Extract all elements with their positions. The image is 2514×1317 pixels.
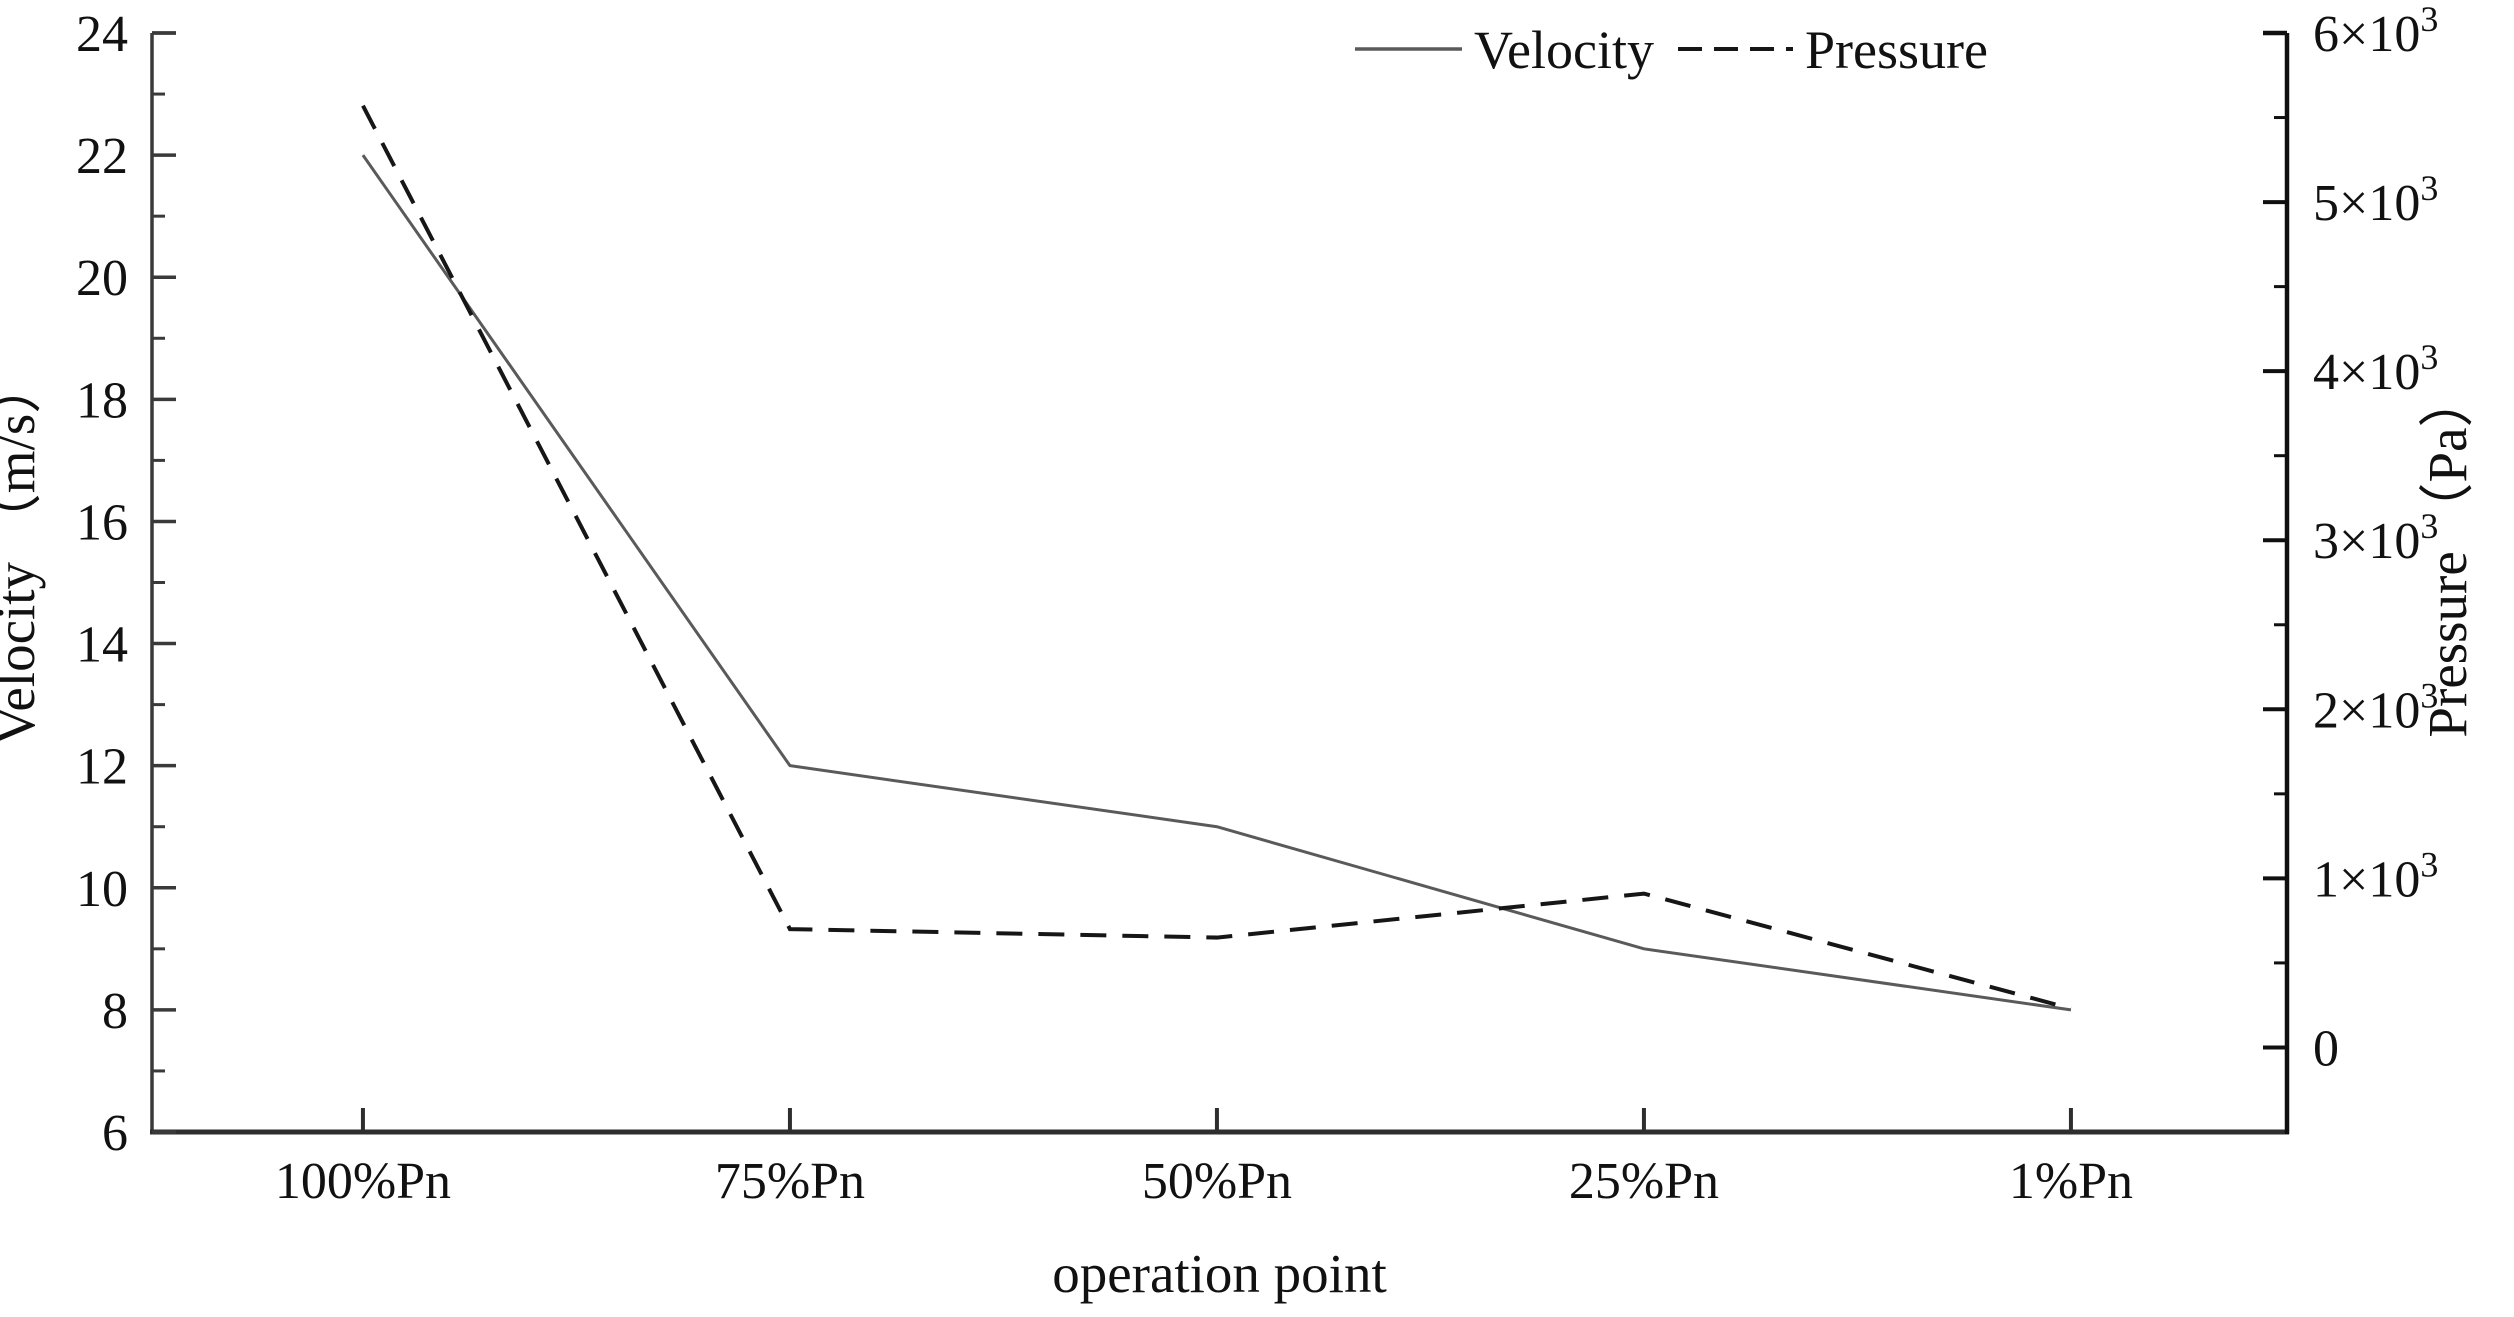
x-axis-tick-label: 25%Pn bbox=[1569, 1153, 1719, 1210]
legend-label: Pressure bbox=[1805, 20, 1988, 80]
left-axis-tick-label: 20 bbox=[76, 250, 128, 307]
left-axis-tick-label: 14 bbox=[76, 617, 128, 674]
superscript-exponent: 3 bbox=[2420, 0, 2438, 39]
left-axis-tick-label: 8 bbox=[102, 983, 128, 1040]
superscript-exponent: 3 bbox=[2420, 675, 2438, 715]
x-axis-tick-label: 50%Pn bbox=[1142, 1153, 1292, 1210]
right-axis-tick-label: 5×103 bbox=[2313, 168, 2438, 232]
legend: Velocity Pressure bbox=[1355, 20, 1988, 80]
x-axis-tick-label: 75%Pn bbox=[715, 1153, 865, 1210]
x-axis-ticks: 100%Pn 75%Pn 50%Pn 25%Pn 1%Pn bbox=[275, 1108, 2133, 1210]
left-axis-tick-label: 12 bbox=[76, 739, 128, 796]
superscript-exponent: 3 bbox=[2420, 506, 2438, 546]
left-axis-tick-label: 10 bbox=[76, 861, 128, 918]
x-axis-tick-label: 1%Pn bbox=[2009, 1153, 2133, 1210]
superscript-exponent: 3 bbox=[2420, 337, 2438, 377]
x-axis-title: operation point bbox=[1052, 1243, 1387, 1304]
axis-titles: Velocity （m/s） Pressure （Pa） operation poi… bbox=[0, 359, 2478, 1304]
axes-group bbox=[150, 30, 2290, 1135]
superscript-exponent: 3 bbox=[2420, 168, 2438, 208]
legend-item: Pressure bbox=[1678, 20, 1988, 80]
left-axis-ticks: 6 8 10 12 14 16 18 20 22 24 bbox=[76, 6, 176, 1162]
left-axis-tick-label: 16 bbox=[76, 494, 128, 551]
legend-label: Velocity bbox=[1474, 20, 1654, 80]
left-axis-tick-label: 18 bbox=[76, 372, 128, 429]
right-axis-tick-label: 1×103 bbox=[2313, 844, 2438, 908]
series-group bbox=[361, 104, 2072, 1012]
legend-item: Velocity bbox=[1355, 20, 1654, 80]
right-axis-tick-label: 3×103 bbox=[2313, 506, 2438, 570]
pressure-line bbox=[361, 104, 2072, 1011]
velocity-line bbox=[361, 154, 2072, 1012]
right-axis-title: Pressure （Pa） bbox=[2417, 372, 2478, 737]
right-axis-tick-label: 6×103 bbox=[2313, 0, 2438, 63]
superscript-exponent: 3 bbox=[2420, 844, 2438, 884]
left-axis-tick-label: 22 bbox=[76, 128, 128, 185]
right-axis-tick-label: 0 bbox=[2313, 1020, 2339, 1077]
left-axis-tick-label: 6 bbox=[102, 1105, 128, 1162]
right-axis-ticks: 0 1×103 2×103 3×103 4×103 5×103 6×103 bbox=[2263, 0, 2438, 1077]
left-axis-tick-label: 24 bbox=[76, 6, 128, 63]
right-axis-tick-label: 2×103 bbox=[2313, 675, 2438, 739]
x-axis-tick-label: 100%Pn bbox=[275, 1153, 451, 1210]
left-axis-title: Velocity （m/s） bbox=[0, 359, 46, 746]
right-axis-tick-label: 4×103 bbox=[2313, 337, 2438, 401]
